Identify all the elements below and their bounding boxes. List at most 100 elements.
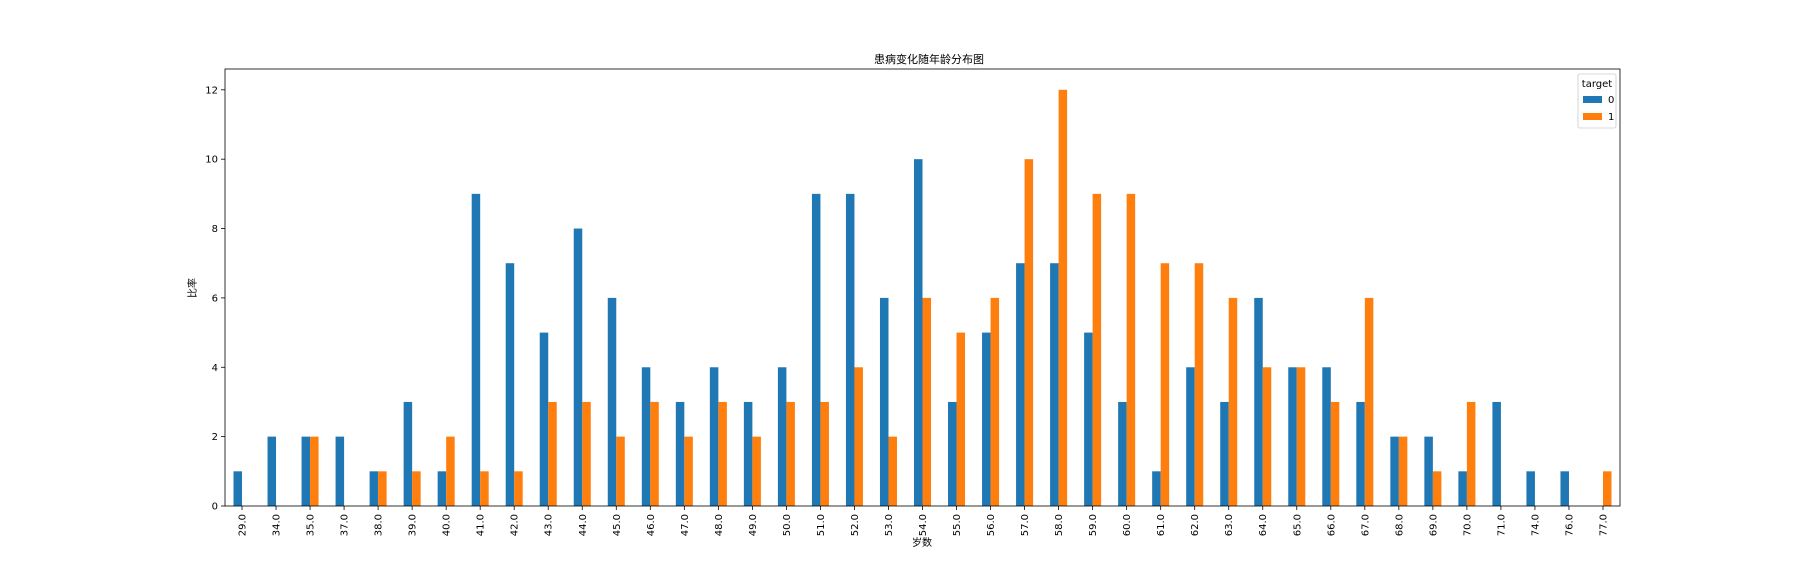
bar-series-0-67.0 — [1356, 401, 1365, 506]
x-tick-label: 55.0 — [952, 514, 963, 536]
bar-series-0-29.0 — [233, 471, 243, 506]
bar-series-1-56.0 — [990, 297, 1000, 506]
x-tick-label: 37.0 — [340, 514, 351, 536]
bar-series-0-37.0 — [335, 436, 345, 506]
x-tick-label: 68.0 — [1394, 514, 1405, 536]
bar-series-0-45.0 — [607, 297, 617, 506]
x-tick-label: 48.0 — [714, 514, 725, 536]
bar-series-0-50.0 — [777, 367, 787, 506]
x-tick-label: 54.0 — [918, 514, 929, 536]
y-axis: 0 2 4 6 8 10 12 — [205, 85, 225, 513]
bar-series-0-47.0 — [675, 401, 685, 506]
bar-series-1-42.0 — [514, 471, 523, 506]
bar-series-1-69.0 — [1432, 471, 1442, 506]
bar-series-1-70.0 — [1466, 401, 1476, 506]
bar-series-0-35.0 — [301, 436, 311, 506]
bar-series-0-69.0 — [1424, 436, 1433, 506]
bar-series-1-61.0 — [1160, 263, 1170, 506]
bar-series-0-57.0 — [1016, 263, 1025, 506]
x-tick-label: 65.0 — [1292, 514, 1303, 536]
x-tick-label: 46.0 — [646, 514, 657, 536]
x-tick-label: 41.0 — [476, 514, 487, 536]
chart-title: 患病变化随年龄分布图 — [874, 52, 984, 66]
bar-series-1-58.0 — [1058, 89, 1068, 506]
bar-series-0-55.0 — [948, 401, 957, 506]
x-axis-label: 岁数 — [912, 536, 932, 549]
bar-series-1-50.0 — [786, 401, 795, 506]
bar-series-0-54.0 — [913, 159, 923, 507]
bar-series-1-39.0 — [412, 471, 421, 506]
x-tick-label: 63.0 — [1224, 514, 1235, 536]
bar-series-0-60.0 — [1118, 401, 1127, 506]
x-tick-label: 69.0 — [1428, 514, 1439, 536]
bar-series-0-46.0 — [641, 367, 651, 506]
bar-series-0-52.0 — [845, 193, 855, 507]
x-tick-label: 70.0 — [1462, 514, 1473, 536]
bar-series-0-64.0 — [1254, 297, 1263, 506]
bar-series-0-51.0 — [811, 193, 821, 507]
bar-series-0-53.0 — [879, 297, 889, 506]
bar-series-0-56.0 — [982, 332, 991, 506]
x-tick-label: 77.0 — [1598, 514, 1609, 536]
bar-series-1-40.0 — [446, 436, 455, 506]
bar-series-1-63.0 — [1228, 297, 1238, 506]
legend-swatch-1 — [1583, 113, 1602, 120]
x-tick-label: 42.0 — [510, 514, 521, 536]
bar-series-0-61.0 — [1152, 471, 1161, 506]
bar-series-1-62.0 — [1194, 263, 1204, 506]
x-tick-label: 52.0 — [850, 514, 861, 536]
bar-series-1-35.0 — [310, 436, 319, 506]
y-tick-label: 10 — [205, 155, 218, 166]
bar-series-1-65.0 — [1296, 367, 1306, 506]
bar-series-1-52.0 — [854, 367, 863, 506]
bar-series-1-68.0 — [1398, 436, 1408, 506]
bar-series-0-38.0 — [369, 471, 379, 506]
x-tick-label: 50.0 — [782, 514, 793, 536]
bar-series-1-47.0 — [684, 436, 693, 506]
x-tick-label: 40.0 — [442, 514, 453, 536]
bar-series-0-59.0 — [1084, 332, 1093, 506]
x-tick-label: 61.0 — [1156, 514, 1167, 536]
bar-series-1-49.0 — [752, 436, 761, 506]
x-tick-label: 57.0 — [1020, 514, 1031, 536]
x-tick-label: 67.0 — [1360, 514, 1371, 536]
x-tick-label: 59.0 — [1088, 514, 1099, 536]
bar-series-0-71.0 — [1492, 401, 1501, 506]
bar-series-0-41.0 — [471, 193, 481, 507]
bar-series-1-55.0 — [956, 332, 966, 506]
bar-series-1-57.0 — [1024, 159, 1034, 507]
bar-series-0-76.0 — [1560, 471, 1569, 506]
bar-series-0-58.0 — [1050, 263, 1059, 506]
bar-series-1-38.0 — [378, 471, 387, 506]
bar-series-1-66.0 — [1330, 401, 1340, 506]
bar-series-1-60.0 — [1126, 193, 1136, 507]
x-tick-label: 74.0 — [1530, 514, 1541, 536]
bar-series-1-77.0 — [1602, 471, 1612, 506]
bar-series-1-45.0 — [616, 436, 625, 506]
y-tick-label: 0 — [212, 502, 218, 513]
bar-series-1-67.0 — [1364, 297, 1374, 506]
x-tick-label: 60.0 — [1122, 514, 1133, 536]
x-tick-label: 58.0 — [1054, 514, 1065, 536]
y-tick-label: 6 — [212, 293, 218, 304]
bar-series-1-53.0 — [888, 436, 897, 506]
bar-series-0-65.0 — [1288, 367, 1297, 506]
bar-series-1-59.0 — [1092, 193, 1102, 507]
bar-series-1-48.0 — [718, 401, 727, 506]
x-tick-label: 66.0 — [1326, 514, 1337, 536]
bar-series-0-40.0 — [437, 471, 447, 506]
bars-layer — [233, 89, 1612, 507]
bar-series-1-54.0 — [922, 297, 932, 506]
bar-series-1-51.0 — [820, 401, 829, 506]
x-tick-label: 29.0 — [238, 514, 249, 536]
y-tick-label: 8 — [212, 224, 218, 235]
x-tick-label: 47.0 — [680, 514, 691, 536]
x-tick-label: 43.0 — [544, 514, 555, 536]
legend-label-1: 1 — [1608, 112, 1614, 123]
legend: target 0 1 — [1577, 73, 1617, 129]
bar-series-0-44.0 — [573, 228, 583, 507]
bar-series-0-63.0 — [1220, 401, 1229, 506]
bar-series-0-68.0 — [1390, 436, 1399, 506]
bar-series-0-49.0 — [743, 401, 753, 506]
